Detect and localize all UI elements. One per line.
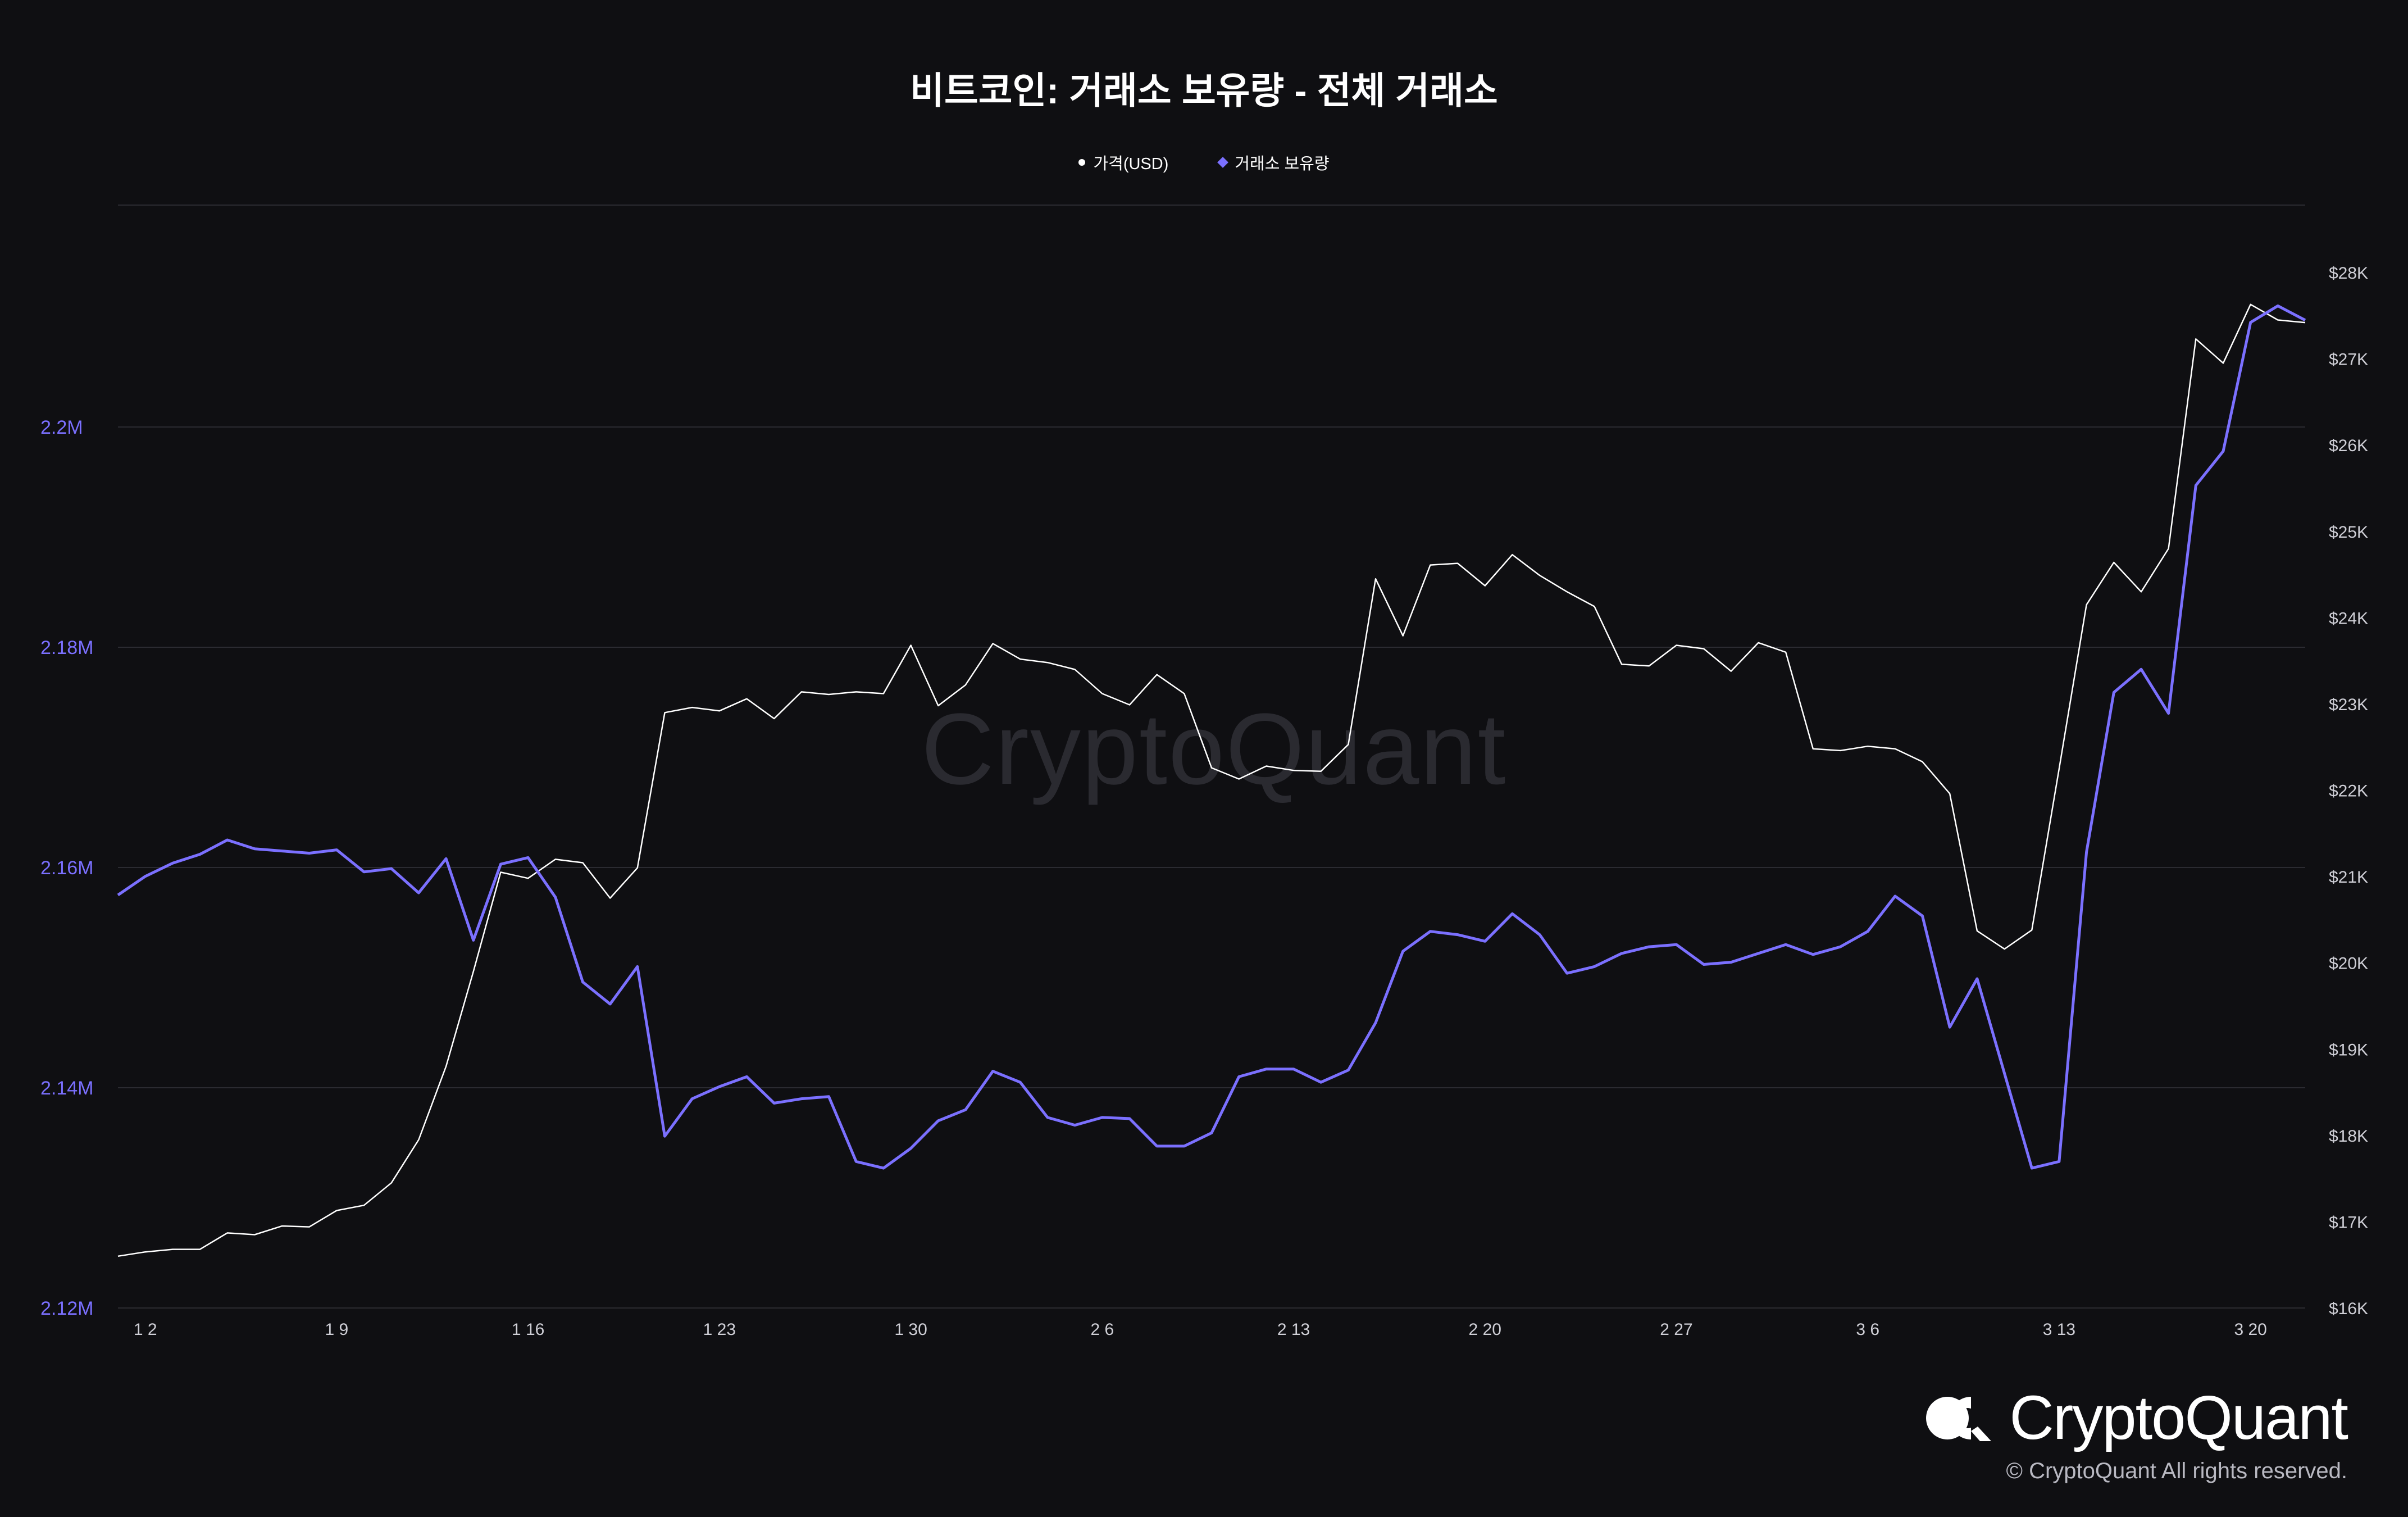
y-right-tick-label: $27K <box>2329 351 2368 369</box>
series-group <box>117 303 2306 1257</box>
legend-label-price: 가격(USD) <box>1093 155 1169 173</box>
y-right-tick-label: $28K <box>2329 264 2368 283</box>
brand-name: CryptoQuant <box>2009 1383 2348 1452</box>
y-left-tick-label: 2.12M <box>40 1298 94 1319</box>
y-right-tick-label: $19K <box>2329 1041 2368 1059</box>
x-tick-label: 3 20 <box>2234 1320 2266 1339</box>
y-right-tick-label: $25K <box>2329 523 2368 542</box>
y-right-tick-label: $18K <box>2329 1127 2368 1146</box>
y-right-tick-label: $23K <box>2329 696 2368 714</box>
cryptoquant-logo-icon <box>1926 1396 1992 1441</box>
x-tick-label: 1 30 <box>894 1320 927 1339</box>
watermark: CryptoQuant <box>921 693 1507 806</box>
y-right-tick-label: $21K <box>2329 868 2368 887</box>
legend-circle-icon <box>1078 159 1086 166</box>
chart-title: 비트코인: 거래소 보유량 - 전체 거래소 <box>910 70 1498 111</box>
grid-lines <box>118 205 2305 1309</box>
x-tick-label: 2 20 <box>1469 1320 1501 1339</box>
x-tick-label: 1 2 <box>134 1320 157 1339</box>
y-right-tick-label: $17K <box>2329 1213 2368 1232</box>
y-left-tick-label: 2.18M <box>40 637 94 658</box>
y-left-tick-label: 2.16M <box>40 857 94 879</box>
x-tick-label: 2 6 <box>1090 1320 1114 1339</box>
x-tick-label: 1 9 <box>325 1320 349 1339</box>
y-right-tick-label: $24K <box>2329 609 2368 628</box>
legend: 가격(USD) 거래소 보유량 <box>0 151 2408 174</box>
x-tick-label: 3 6 <box>1856 1320 1879 1339</box>
y-right-tick-label: $16K <box>2329 1300 2368 1318</box>
y-axis-left: 2.12M 2.14M 2.16M 2.18M 2.2M <box>40 417 94 1319</box>
y-left-tick-label: 2.2M <box>40 417 83 438</box>
y-right-tick-label: $22K <box>2329 782 2368 801</box>
series-line-exchange-reserve <box>117 304 2306 1170</box>
brand: CryptoQuant <box>1924 1382 2348 1454</box>
legend-item-reserve[interactable]: 거래소 보유량 <box>1217 151 1330 174</box>
x-tick-label: 1 16 <box>512 1320 544 1339</box>
x-axis: 1 2 1 9 1 16 1 23 1 30 2 6 2 13 2 20 2 27 3 6 3 13… <box>134 1320 2267 1339</box>
x-tick-label: 1 23 <box>703 1320 736 1339</box>
legend-label-reserve: 거래소 보유량 <box>1235 155 1330 173</box>
x-tick-label: 3 13 <box>2043 1320 2075 1339</box>
series-line-price <box>117 303 2306 1257</box>
y-left-tick-label: 2.14M <box>40 1078 94 1099</box>
x-tick-label: 2 13 <box>1277 1320 1310 1339</box>
legend-item-price[interactable]: 가격(USD) <box>1078 151 1168 174</box>
y-right-tick-label: $20K <box>2329 955 2368 973</box>
y-axis-right: $16K $17K $18K $19K $20K $21K $22K $23K $24K $25K… <box>2329 264 2368 1318</box>
x-tick-label: 2 27 <box>1660 1320 1692 1339</box>
y-right-tick-label: $26K <box>2329 437 2368 455</box>
copyright: © CryptoQuant All rights reserved. <box>2006 1459 2348 1483</box>
